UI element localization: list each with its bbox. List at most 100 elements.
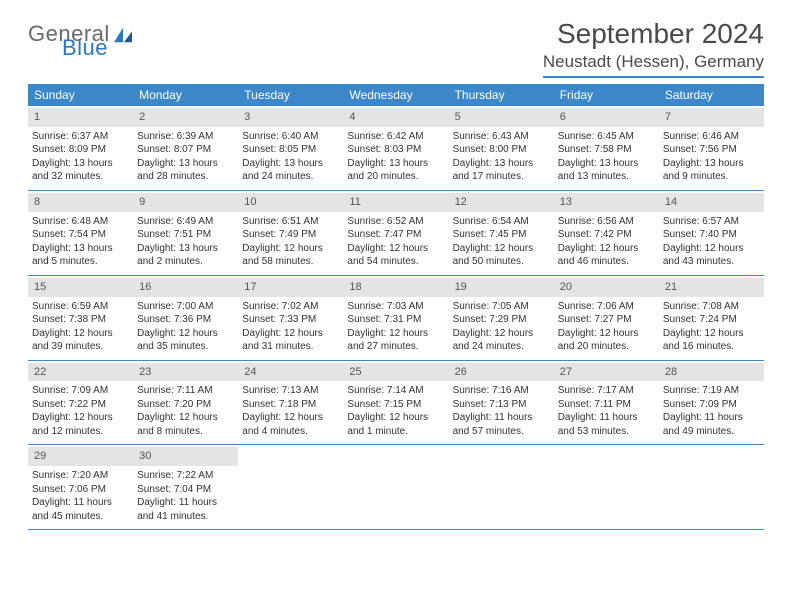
day-cell: 12Sunrise: 6:54 AMSunset: 7:45 PMDayligh… bbox=[449, 191, 554, 275]
sunset-line: Sunset: 7:06 PM bbox=[32, 483, 129, 497]
day-number: 29 bbox=[28, 447, 133, 466]
daylight-line: Daylight: 13 hours and 5 minutes. bbox=[32, 242, 129, 269]
day-cell: 29Sunrise: 7:20 AMSunset: 7:06 PMDayligh… bbox=[28, 445, 133, 529]
daylight-line: Daylight: 13 hours and 32 minutes. bbox=[32, 157, 129, 184]
sunset-line: Sunset: 7:54 PM bbox=[32, 228, 129, 242]
week-row: 1Sunrise: 6:37 AMSunset: 8:09 PMDaylight… bbox=[28, 106, 764, 191]
sunset-line: Sunset: 7:45 PM bbox=[453, 228, 550, 242]
daylight-line: Daylight: 13 hours and 2 minutes. bbox=[137, 242, 234, 269]
sunset-line: Sunset: 7:40 PM bbox=[663, 228, 760, 242]
day-cell: 2Sunrise: 6:39 AMSunset: 8:07 PMDaylight… bbox=[133, 106, 238, 190]
sunrise-line: Sunrise: 7:13 AM bbox=[242, 384, 339, 398]
day-number: 20 bbox=[554, 278, 659, 297]
day-number: 30 bbox=[133, 447, 238, 466]
logo-text-blue: Blue bbox=[62, 38, 134, 58]
daylight-line: Daylight: 12 hours and 24 minutes. bbox=[453, 327, 550, 354]
day-number: 17 bbox=[238, 278, 343, 297]
day-number: 18 bbox=[343, 278, 448, 297]
day-cell: 7Sunrise: 6:46 AMSunset: 7:56 PMDaylight… bbox=[659, 106, 764, 190]
sunset-line: Sunset: 7:49 PM bbox=[242, 228, 339, 242]
sunrise-line: Sunrise: 7:09 AM bbox=[32, 384, 129, 398]
sunrise-line: Sunrise: 6:52 AM bbox=[347, 215, 444, 229]
daylight-line: Daylight: 13 hours and 9 minutes. bbox=[663, 157, 760, 184]
sunset-line: Sunset: 8:07 PM bbox=[137, 143, 234, 157]
day-number: 19 bbox=[449, 278, 554, 297]
weekday-header: Friday bbox=[554, 84, 659, 106]
day-number: 27 bbox=[554, 363, 659, 382]
daylight-line: Daylight: 12 hours and 16 minutes. bbox=[663, 327, 760, 354]
daylight-line: Daylight: 12 hours and 4 minutes. bbox=[242, 411, 339, 438]
day-number: 15 bbox=[28, 278, 133, 297]
sunset-line: Sunset: 7:33 PM bbox=[242, 313, 339, 327]
day-number: 16 bbox=[133, 278, 238, 297]
day-cell: 27Sunrise: 7:17 AMSunset: 7:11 PMDayligh… bbox=[554, 361, 659, 445]
sunset-line: Sunset: 7:51 PM bbox=[137, 228, 234, 242]
sunset-line: Sunset: 7:20 PM bbox=[137, 398, 234, 412]
sunset-line: Sunset: 8:09 PM bbox=[32, 143, 129, 157]
day-cell: 21Sunrise: 7:08 AMSunset: 7:24 PMDayligh… bbox=[659, 276, 764, 360]
day-cell: 14Sunrise: 6:57 AMSunset: 7:40 PMDayligh… bbox=[659, 191, 764, 275]
daylight-line: Daylight: 12 hours and 43 minutes. bbox=[663, 242, 760, 269]
sunset-line: Sunset: 7:13 PM bbox=[453, 398, 550, 412]
sunset-line: Sunset: 7:15 PM bbox=[347, 398, 444, 412]
day-number: 23 bbox=[133, 363, 238, 382]
sunset-line: Sunset: 7:31 PM bbox=[347, 313, 444, 327]
daylight-line: Daylight: 13 hours and 13 minutes. bbox=[558, 157, 655, 184]
daylight-line: Daylight: 11 hours and 53 minutes. bbox=[558, 411, 655, 438]
daylight-line: Daylight: 12 hours and 20 minutes. bbox=[558, 327, 655, 354]
sunrise-line: Sunrise: 6:40 AM bbox=[242, 130, 339, 144]
day-number: 9 bbox=[133, 193, 238, 212]
daylight-line: Daylight: 12 hours and 58 minutes. bbox=[242, 242, 339, 269]
calendar: SundayMondayTuesdayWednesdayThursdayFrid… bbox=[28, 84, 764, 530]
sunset-line: Sunset: 7:29 PM bbox=[453, 313, 550, 327]
day-cell: 30Sunrise: 7:22 AMSunset: 7:04 PMDayligh… bbox=[133, 445, 238, 529]
day-number: 24 bbox=[238, 363, 343, 382]
logo: General Blue bbox=[28, 18, 134, 58]
sunrise-line: Sunrise: 6:37 AM bbox=[32, 130, 129, 144]
daylight-line: Daylight: 12 hours and 12 minutes. bbox=[32, 411, 129, 438]
sunrise-line: Sunrise: 6:42 AM bbox=[347, 130, 444, 144]
daylight-line: Daylight: 11 hours and 41 minutes. bbox=[137, 496, 234, 523]
sunrise-line: Sunrise: 6:43 AM bbox=[453, 130, 550, 144]
weekday-header: Sunday bbox=[28, 84, 133, 106]
day-number: 6 bbox=[554, 108, 659, 127]
weekday-header: Tuesday bbox=[238, 84, 343, 106]
day-cell: 13Sunrise: 6:56 AMSunset: 7:42 PMDayligh… bbox=[554, 191, 659, 275]
daylight-line: Daylight: 13 hours and 24 minutes. bbox=[242, 157, 339, 184]
day-number: 21 bbox=[659, 278, 764, 297]
day-cell: 4Sunrise: 6:42 AMSunset: 8:03 PMDaylight… bbox=[343, 106, 448, 190]
sunset-line: Sunset: 7:18 PM bbox=[242, 398, 339, 412]
day-number: 8 bbox=[28, 193, 133, 212]
sunrise-line: Sunrise: 6:54 AM bbox=[453, 215, 550, 229]
sunrise-line: Sunrise: 6:45 AM bbox=[558, 130, 655, 144]
sunrise-line: Sunrise: 7:06 AM bbox=[558, 300, 655, 314]
sunrise-line: Sunrise: 6:59 AM bbox=[32, 300, 129, 314]
daylight-line: Daylight: 12 hours and 46 minutes. bbox=[558, 242, 655, 269]
sunrise-line: Sunrise: 6:48 AM bbox=[32, 215, 129, 229]
day-cell-empty bbox=[449, 445, 554, 529]
sunrise-line: Sunrise: 7:02 AM bbox=[242, 300, 339, 314]
sunset-line: Sunset: 8:00 PM bbox=[453, 143, 550, 157]
sunrise-line: Sunrise: 6:39 AM bbox=[137, 130, 234, 144]
sunrise-line: Sunrise: 7:03 AM bbox=[347, 300, 444, 314]
sunset-line: Sunset: 7:09 PM bbox=[663, 398, 760, 412]
day-cell: 6Sunrise: 6:45 AMSunset: 7:58 PMDaylight… bbox=[554, 106, 659, 190]
day-cell: 19Sunrise: 7:05 AMSunset: 7:29 PMDayligh… bbox=[449, 276, 554, 360]
sunset-line: Sunset: 7:11 PM bbox=[558, 398, 655, 412]
week-row: 15Sunrise: 6:59 AMSunset: 7:38 PMDayligh… bbox=[28, 276, 764, 361]
day-number: 5 bbox=[449, 108, 554, 127]
sunrise-line: Sunrise: 6:49 AM bbox=[137, 215, 234, 229]
sunrise-line: Sunrise: 7:14 AM bbox=[347, 384, 444, 398]
day-cell: 16Sunrise: 7:00 AMSunset: 7:36 PMDayligh… bbox=[133, 276, 238, 360]
weeks-container: 1Sunrise: 6:37 AMSunset: 8:09 PMDaylight… bbox=[28, 106, 764, 530]
daylight-line: Daylight: 12 hours and 54 minutes. bbox=[347, 242, 444, 269]
sunset-line: Sunset: 7:36 PM bbox=[137, 313, 234, 327]
sunrise-line: Sunrise: 6:56 AM bbox=[558, 215, 655, 229]
day-cell-empty bbox=[554, 445, 659, 529]
daylight-line: Daylight: 13 hours and 20 minutes. bbox=[347, 157, 444, 184]
logo-text-wrap: General Blue bbox=[28, 24, 134, 58]
daylight-line: Daylight: 13 hours and 17 minutes. bbox=[453, 157, 550, 184]
day-number: 26 bbox=[449, 363, 554, 382]
week-row: 22Sunrise: 7:09 AMSunset: 7:22 PMDayligh… bbox=[28, 361, 764, 446]
sunset-line: Sunset: 8:03 PM bbox=[347, 143, 444, 157]
